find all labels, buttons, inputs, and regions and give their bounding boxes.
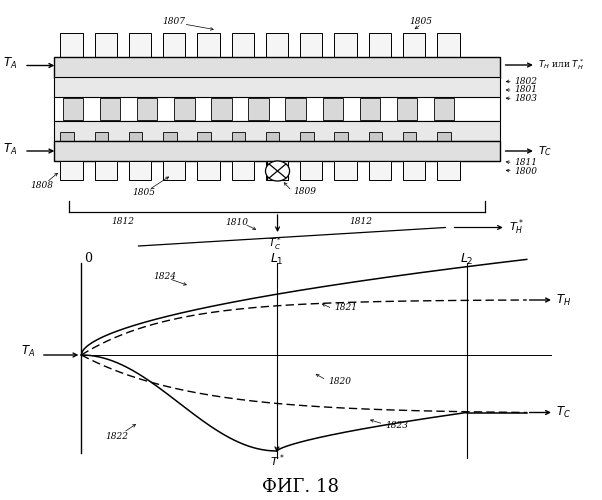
- Bar: [232, 161, 254, 180]
- Bar: [197, 161, 220, 180]
- Bar: [300, 78, 314, 86]
- Text: $T_A$: $T_A$: [3, 142, 17, 156]
- Text: $T_C$: $T_C$: [538, 144, 552, 158]
- Bar: [300, 132, 314, 141]
- Bar: [369, 34, 391, 58]
- Text: $T_A$: $T_A$: [3, 56, 17, 71]
- Bar: [63, 98, 83, 120]
- Bar: [174, 98, 194, 120]
- Bar: [397, 98, 417, 120]
- Bar: [232, 78, 245, 86]
- Text: 1821: 1821: [334, 303, 357, 312]
- Text: ФИГ. 18: ФИГ. 18: [262, 478, 340, 496]
- Bar: [360, 98, 380, 120]
- Bar: [335, 161, 357, 180]
- Bar: [60, 161, 82, 180]
- Text: 1802: 1802: [515, 76, 538, 86]
- Text: $L_1$: $L_1$: [270, 252, 284, 266]
- Bar: [60, 132, 73, 141]
- Bar: [129, 161, 151, 180]
- Bar: [335, 34, 357, 58]
- Bar: [95, 34, 117, 58]
- Bar: [54, 98, 500, 121]
- Bar: [285, 98, 306, 120]
- Text: 1810: 1810: [225, 218, 248, 227]
- Bar: [434, 98, 455, 120]
- Bar: [54, 58, 500, 78]
- Bar: [369, 132, 382, 141]
- Text: 1805: 1805: [132, 188, 155, 197]
- Bar: [129, 132, 142, 141]
- Bar: [163, 78, 176, 86]
- Text: $T_C$: $T_C$: [556, 405, 571, 420]
- Text: 0: 0: [84, 252, 93, 266]
- Bar: [266, 161, 288, 180]
- Bar: [266, 78, 279, 86]
- Bar: [197, 34, 220, 58]
- Text: $T_H^*$: $T_H^*$: [509, 218, 523, 238]
- Bar: [300, 34, 323, 58]
- Text: 1811: 1811: [515, 158, 538, 167]
- Bar: [54, 78, 500, 98]
- Bar: [249, 98, 268, 120]
- Bar: [403, 132, 417, 141]
- Bar: [129, 78, 142, 86]
- Text: 1805: 1805: [409, 16, 432, 26]
- Text: $T_H$ или $T_H^*$: $T_H$ или $T_H^*$: [538, 58, 584, 72]
- Text: 1820: 1820: [328, 377, 351, 386]
- Bar: [129, 34, 151, 58]
- Text: 1809: 1809: [294, 188, 317, 196]
- Bar: [300, 161, 323, 180]
- Bar: [437, 34, 459, 58]
- Bar: [369, 78, 382, 86]
- Bar: [163, 34, 185, 58]
- Bar: [211, 98, 232, 120]
- Text: 1823: 1823: [385, 422, 408, 430]
- Bar: [335, 132, 348, 141]
- Bar: [335, 78, 348, 86]
- Text: 1808: 1808: [30, 180, 53, 190]
- Text: 1812: 1812: [111, 216, 134, 226]
- Bar: [266, 34, 288, 58]
- Text: 1822: 1822: [105, 432, 128, 441]
- Bar: [323, 98, 343, 120]
- Bar: [54, 121, 500, 141]
- Text: $T_C^*$: $T_C^*$: [267, 236, 282, 252]
- Bar: [232, 132, 245, 141]
- Bar: [163, 161, 185, 180]
- Bar: [100, 98, 120, 120]
- Bar: [95, 161, 117, 180]
- Text: 1800: 1800: [515, 166, 538, 175]
- Bar: [137, 98, 157, 120]
- Bar: [403, 161, 425, 180]
- Bar: [95, 132, 108, 141]
- Text: 1824: 1824: [154, 272, 176, 281]
- Bar: [197, 78, 211, 86]
- Bar: [403, 78, 417, 86]
- Bar: [60, 78, 73, 86]
- Bar: [437, 132, 451, 141]
- Bar: [60, 34, 82, 58]
- Bar: [95, 78, 108, 86]
- Bar: [163, 132, 176, 141]
- Bar: [267, 161, 288, 180]
- Text: $T^*$: $T^*$: [270, 452, 284, 469]
- Text: 1812: 1812: [349, 216, 372, 226]
- Text: $T_H$: $T_H$: [556, 292, 571, 308]
- Circle shape: [265, 161, 290, 181]
- Bar: [232, 34, 254, 58]
- Bar: [197, 132, 211, 141]
- Text: 1807: 1807: [163, 16, 185, 26]
- Bar: [437, 78, 451, 86]
- Text: 1801: 1801: [515, 86, 538, 94]
- Bar: [369, 161, 391, 180]
- Bar: [403, 34, 425, 58]
- Text: 1803: 1803: [515, 94, 538, 103]
- Bar: [54, 141, 500, 161]
- Bar: [437, 161, 459, 180]
- Text: $L_2$: $L_2$: [460, 252, 473, 266]
- Bar: [266, 132, 279, 141]
- Text: $T_A$: $T_A$: [21, 344, 36, 358]
